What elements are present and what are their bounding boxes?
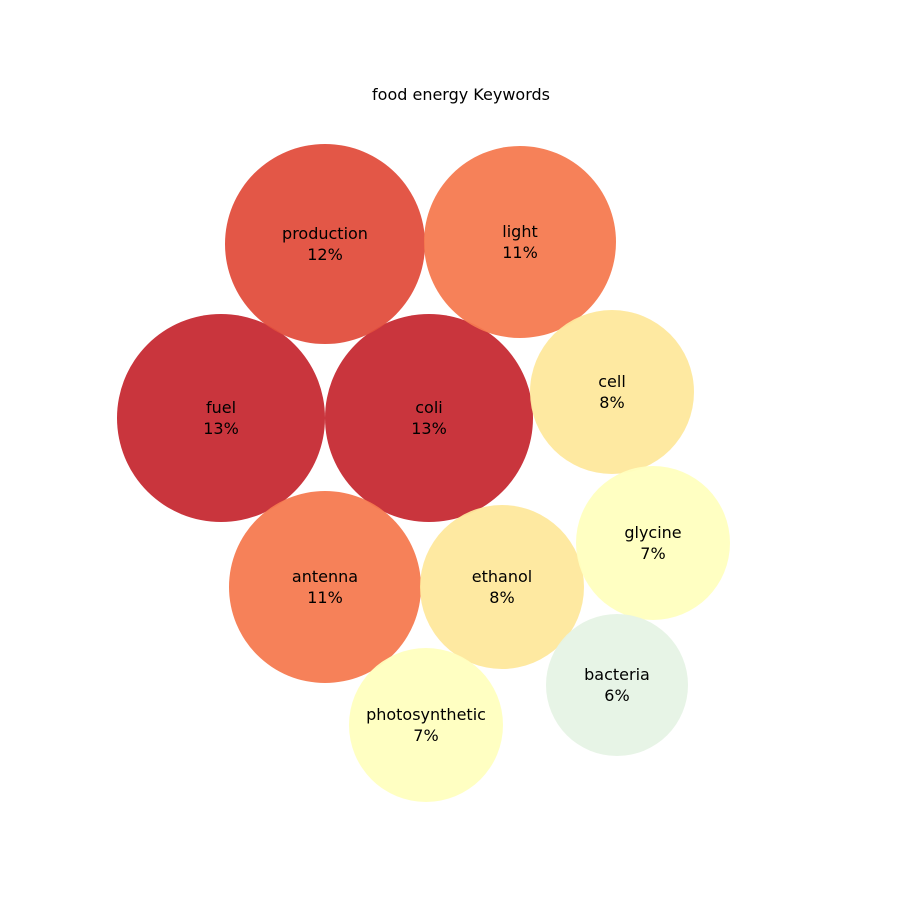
bubble-value: 11%: [307, 588, 343, 607]
bubble-circle: [117, 314, 325, 522]
bubble-value: 8%: [489, 588, 514, 607]
bubble-ethanol: ethanol 8%: [420, 505, 584, 669]
bubble-value: 6%: [604, 686, 629, 705]
bubble-label: photosynthetic: [366, 705, 486, 724]
bubble-circle: [225, 144, 425, 344]
bubble-bacteria: bacteria 6%: [546, 614, 688, 756]
bubble-value: 13%: [203, 419, 239, 438]
bubble-value: 12%: [307, 245, 343, 264]
bubble-label: cell: [598, 372, 626, 391]
bubble-circle: [576, 466, 730, 620]
bubble-cell: cell 8%: [530, 310, 694, 474]
bubble-value: 7%: [640, 544, 665, 563]
bubble-circle: [530, 310, 694, 474]
bubble-photosynthetic: photosynthetic 7%: [349, 648, 503, 802]
bubble-circle: [424, 146, 616, 338]
bubble-label: bacteria: [584, 665, 650, 684]
bubble-antenna: antenna 11%: [229, 491, 421, 683]
bubble-production: production 12%: [225, 144, 425, 344]
bubble-label: production: [282, 224, 368, 243]
bubble-circle: [349, 648, 503, 802]
bubble-glycine: glycine 7%: [576, 466, 730, 620]
bubble-value: 13%: [411, 419, 447, 438]
bubble-label: light: [502, 222, 537, 241]
bubble-value: 8%: [599, 393, 624, 412]
bubble-fuel: fuel 13%: [117, 314, 325, 522]
bubble-circle: [325, 314, 533, 522]
bubble-label: coli: [415, 398, 442, 417]
bubble-group: fuel13%coli13%production12%light11%anten…: [117, 144, 730, 802]
bubble-light: light 11%: [424, 146, 616, 338]
bubble-label: ethanol: [472, 567, 532, 586]
bubble-circle: [420, 505, 584, 669]
bubble-label: antenna: [292, 567, 358, 586]
bubble-label: fuel: [206, 398, 236, 417]
chart-title: food energy Keywords: [372, 85, 550, 104]
bubble-label: glycine: [624, 523, 681, 542]
bubble-circle: [229, 491, 421, 683]
bubble-coli: coli 13%: [325, 314, 533, 522]
bubble-circle: [546, 614, 688, 756]
bubble-value: 11%: [502, 243, 538, 262]
bubble-value: 7%: [413, 726, 438, 745]
